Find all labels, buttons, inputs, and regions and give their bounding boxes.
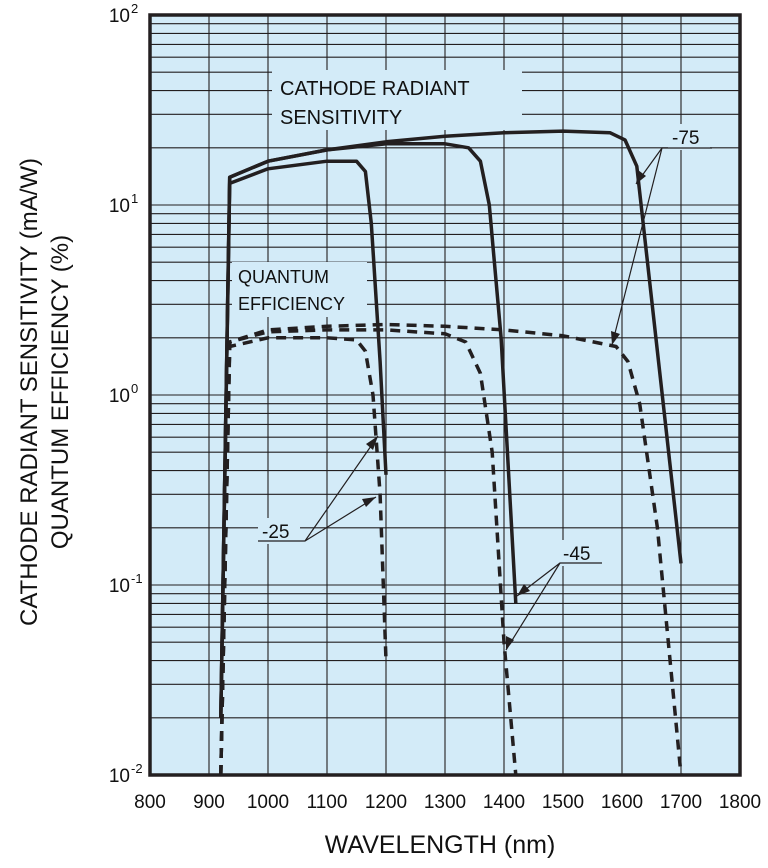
x-tick-label: 1200: [365, 792, 407, 813]
x-tick-label: 1100: [307, 792, 348, 813]
y-tick-exponent: 1: [131, 191, 138, 206]
arrowhead-icon: [611, 331, 620, 345]
x-tick-label: 1600: [601, 792, 643, 813]
y-tick-label: 10: [109, 386, 130, 407]
series-group: [219, 129, 683, 776]
t45-label-bg: [560, 540, 602, 566]
t75-label-bg: [668, 124, 710, 150]
x-tick-label: 800: [134, 792, 166, 813]
quantum-efficiency-line-25: [219, 336, 388, 776]
qe-label-line1: QUANTUM: [238, 267, 329, 287]
x-tick-label: 900: [193, 792, 225, 813]
radiant-sensitivity-line-45: [219, 142, 518, 718]
x-tick-labels: 800 900 1000 1100 1200 1300 1400 1500 1600 1700 18…: [134, 792, 761, 813]
arrowhead-icon: [636, 170, 646, 184]
leader-75: [611, 147, 712, 346]
y-tick-label: 10: [109, 196, 130, 217]
quantum-efficiency-line-75: [219, 322, 683, 776]
arrowhead-icon: [517, 584, 530, 596]
arrowhead-icon: [366, 436, 378, 450]
x-tick-label: 1500: [542, 792, 584, 813]
leader-25: [258, 435, 379, 542]
radiant-label-line2: SENSITIVITY: [280, 107, 402, 129]
x-axis-label: WAVELENGTH (nm): [325, 831, 556, 859]
x-tick-label: 1800: [719, 792, 761, 813]
annotations: CATHODE RADIANT SENSITIVITY QUANTUM EFFI…: [232, 70, 712, 651]
arrowheads: [362, 170, 646, 650]
radiant-label-bg: [272, 70, 522, 130]
x-tick-label: 1300: [424, 792, 466, 813]
y-tick-exponent: 2: [131, 1, 138, 16]
t45-label: -45: [563, 544, 590, 565]
radiant-label-line1: CATHODE RADIANT: [280, 78, 470, 100]
x-tick-label: 1700: [660, 792, 702, 813]
t75-label: -75: [672, 128, 699, 149]
leader-lines: [258, 147, 712, 651]
t25-label: -25: [262, 522, 289, 543]
y-tick-label: 10: [109, 766, 130, 787]
t25-label-bg: [258, 518, 300, 544]
y-tick-label: 10: [109, 6, 130, 27]
qe-label-line2: EFFICIENCY: [238, 294, 345, 314]
quantum-efficiency-line-45: [219, 328, 518, 776]
y-tick-exponent: -2: [131, 761, 143, 776]
plot-frame: [148, 13, 742, 777]
arrowhead-icon: [506, 636, 514, 650]
arrowhead-icon: [362, 497, 376, 507]
y-axis-label-line1: CATHODE RADIANT SENSITIVITY (mA/W): [16, 158, 43, 626]
leader-45: [505, 562, 602, 651]
x-tick-label: 1400: [483, 792, 525, 813]
y-tick-label: 10: [109, 576, 130, 597]
y-axis-label-line2: QUANTUM EFFICIENCY (%): [47, 235, 74, 549]
y-tick-exponent: 0: [131, 381, 138, 396]
x-tick-label: 1000: [247, 792, 289, 813]
qe-label-bg: [232, 262, 367, 317]
radiant-sensitivity-line-25: [219, 159, 388, 718]
y-tick-exponent: -1: [131, 571, 143, 586]
